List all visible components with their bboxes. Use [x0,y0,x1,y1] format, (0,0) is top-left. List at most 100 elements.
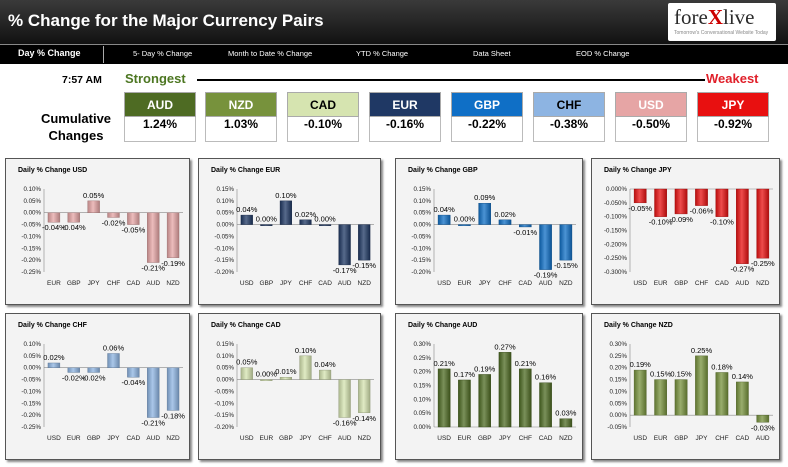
x-tick-label: GBP [674,280,688,287]
bar-cad [127,212,140,225]
x-tick-label: NZD [559,435,573,442]
x-tick-label: JPY [479,280,492,287]
currency-value: -0.50% [615,117,687,142]
bar-aud [147,212,160,263]
bar-cad [715,188,729,217]
bar-eur [260,379,273,381]
bar-jpy [498,352,512,428]
tab-data-sheet[interactable]: Data Sheet [473,49,511,58]
bar-nzd [358,379,371,413]
y-tick-label: 0.00% [23,365,41,372]
logo-tagline: Tomorrow's Conversational Website Today [674,30,769,36]
chart-title: Daily % Change JPY [604,167,672,174]
bar-jpy [478,203,491,225]
currency-col-gbp: GBP -0.22% [451,92,523,142]
bar-nzd [358,224,371,261]
bar-gbp [260,224,273,226]
x-tick-label: EUR [458,280,472,287]
y-tick-label: -0.15% [214,257,234,264]
data-label: -0.21% [141,419,165,428]
data-label: 0.05% [236,358,258,367]
chart-panel-jpy: Daily % Change JPY -0.300% -0.250% -0.200%… [591,158,780,305]
y-tick-label: 0.20% [413,369,431,376]
currency-value: -0.22% [451,117,523,142]
currency-value: -0.38% [533,117,605,142]
currency-col-eur: EUR -0.16% [369,92,441,142]
data-label: 0.04% [314,360,336,369]
currency-col-aud: AUD 1.24% [124,92,196,142]
data-label: 0.02% [43,353,65,362]
data-label: 0.06% [103,343,125,352]
currency-header: CHF [533,92,605,117]
y-tick-label: 0.05% [216,210,234,217]
chart-title: Daily % Change USD [18,167,88,174]
data-label: 0.21% [434,359,456,368]
y-tick-label: -0.15% [21,400,41,407]
y-tick-label: 0.15% [216,341,234,348]
data-label: -0.19% [161,259,185,268]
y-tick-label: 0.00% [216,222,234,229]
bar-usd [47,362,61,368]
x-tick-label: CAD [735,435,749,442]
y-tick-label: 0.10% [609,388,627,395]
tab-month-to-date-change[interactable]: Month to Date % Change [228,49,313,58]
data-label: 0.16% [535,373,557,382]
data-label: 0.00% [256,370,278,379]
chart-panel-cad: Daily % Change CAD -0.20% -0.15% -0.10% -0.… [198,313,381,460]
currency-header: AUD [124,92,196,117]
bar-aud [147,367,160,418]
data-label: 0.00% [314,215,336,224]
bar-gbp [87,367,100,373]
bar-usd [633,369,647,416]
y-tick-label: 0.15% [216,186,234,193]
bar-usd [437,214,451,225]
bar-gbp [674,188,688,215]
data-label: 0.25% [691,346,713,355]
tab-5-day-change[interactable]: 5- Day % Change [133,49,193,58]
y-tick-label: 0.25% [609,353,627,360]
y-tick-label: 0.20% [609,365,627,372]
x-tick-label: GBP [87,435,101,442]
data-label: -0.05% [121,226,145,235]
y-tick-label: -0.20% [214,269,234,276]
x-tick-label: JPY [280,280,293,287]
x-tick-label: EUR [654,435,668,442]
bar-nzd [559,418,573,428]
y-tick-label: 0.30% [609,341,627,348]
tab-ytd-change[interactable]: YTD % Change [356,49,409,58]
x-tick-label: AUD [146,435,160,442]
tab-eod-change[interactable]: EOD % Change [576,49,630,58]
chart-panel-aud: Daily % Change AUD 0.00% 0.05% 0.10% 0.15% 0… [395,313,583,460]
currency-value: 1.24% [124,117,196,142]
data-label: 0.19% [474,364,496,373]
x-tick-label: AUD [146,280,160,287]
data-label: 0.00% [256,215,278,224]
currency-col-chf: CHF -0.38% [533,92,605,142]
bar-aud [539,224,552,270]
strength-scale-line [197,79,705,81]
timestamp: 7:57 AM [62,74,102,86]
bar-jpy [87,200,100,213]
data-label: 0.00% [454,215,476,224]
data-label: 0.04% [236,205,258,214]
y-tick-label: -0.25% [21,424,41,431]
bar-nzd [166,212,180,258]
chart-panel-eur: Daily % Change EUR -0.20% -0.15% -0.10% -0.… [198,158,381,305]
x-tick-label: CHF [318,435,331,442]
x-tick-label: JPY [88,280,101,287]
data-label: -0.02% [102,218,126,227]
x-tick-label: GBP [67,280,81,287]
chart-usd: -0.25% -0.20% -0.15% -0.10% -0.05% 0.00% 0.05%… [21,186,185,287]
x-tick-label: AUD [756,435,770,442]
bar-usd [437,368,451,428]
y-tick-label: 0.15% [413,383,431,390]
x-tick-label: NZD [756,280,770,287]
forexlive-logo[interactable]: foreXlive Tomorrow's Conversational Webs… [668,3,776,41]
x-tick-label: AUD [539,280,553,287]
y-tick-label: 0.05% [413,410,431,417]
y-tick-label: 0.30% [413,341,431,348]
bar-chf [299,219,312,225]
data-label: -0.05% [628,204,652,213]
tab-day-change[interactable]: Day % Change [18,48,81,58]
